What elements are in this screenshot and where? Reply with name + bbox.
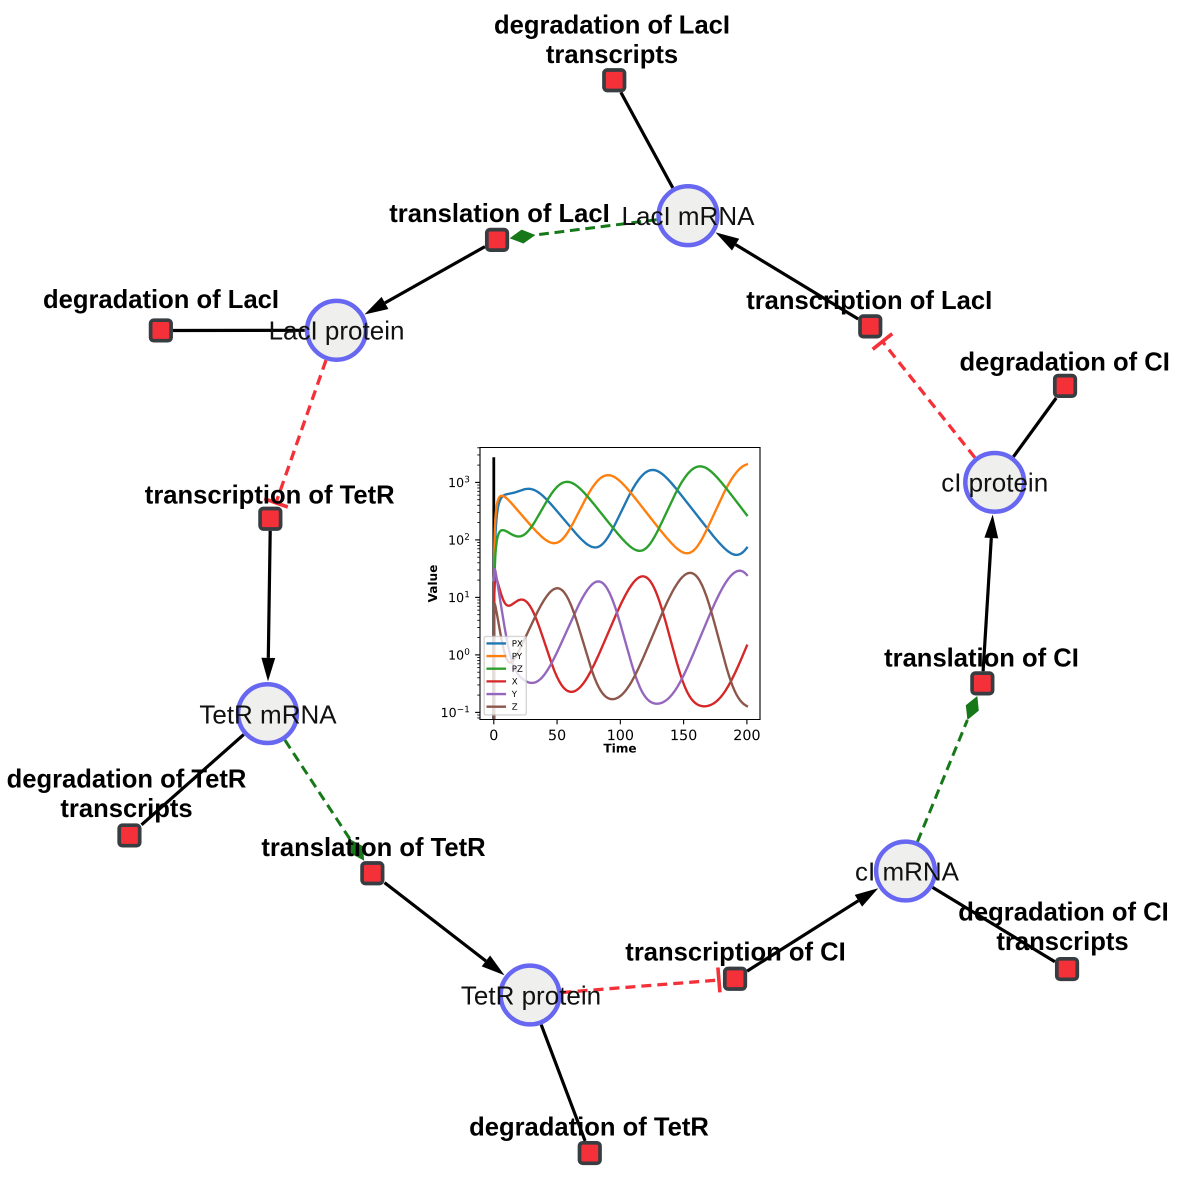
svg-text:transcripts: transcripts: [546, 41, 678, 69]
svg-text:translation of TetR: translation of TetR: [261, 834, 485, 862]
svg-text:LacI protein: LacI protein: [269, 315, 405, 345]
svg-text:degradation of CI: degradation of CI: [958, 898, 1168, 926]
svg-text:cI protein: cI protein: [941, 468, 1048, 498]
svg-text:transcription of CI: transcription of CI: [625, 939, 845, 967]
svg-text:translation of CI: translation of CI: [884, 644, 1079, 672]
svg-text:cI mRNA: cI mRNA: [855, 856, 960, 886]
svg-text:TetR mRNA: TetR mRNA: [199, 699, 337, 729]
svg-text:degradation of LacI: degradation of LacI: [494, 12, 730, 40]
svg-text:LacI mRNA: LacI mRNA: [622, 201, 756, 231]
svg-text:degradation of CI: degradation of CI: [959, 349, 1169, 377]
svg-text:translation of LacI: translation of LacI: [389, 200, 609, 228]
svg-text:transcription of TetR: transcription of TetR: [145, 482, 395, 510]
svg-text:transcripts: transcripts: [996, 928, 1128, 956]
svg-text:transcripts: transcripts: [60, 795, 192, 823]
svg-text:degradation of TetR: degradation of TetR: [7, 766, 247, 794]
svg-text:degradation of TetR: degradation of TetR: [469, 1114, 709, 1142]
svg-text:degradation of LacI: degradation of LacI: [43, 286, 279, 314]
svg-text:TetR protein: TetR protein: [461, 980, 601, 1010]
svg-text:transcription of LacI: transcription of LacI: [746, 287, 992, 315]
